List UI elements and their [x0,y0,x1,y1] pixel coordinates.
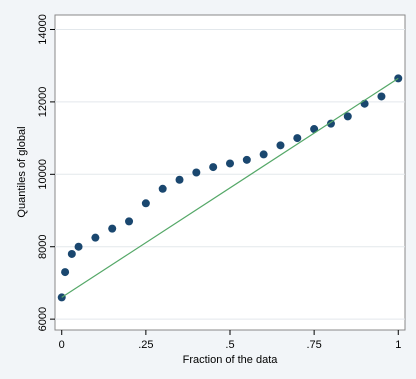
quantile-point [141,199,150,208]
quantile-point [175,175,184,184]
x-tick-label: 1 [395,339,401,351]
quantile-point [74,242,83,251]
reference-line [61,77,399,298]
quantile-point [326,119,335,128]
y-tick-label: 10000 [37,159,49,190]
quantile-point [209,163,218,172]
plot-area [54,14,406,331]
quantile-point [67,249,76,258]
quantile-point [158,184,167,193]
quantile-point [343,112,352,121]
x-tick-label: .25 [138,339,153,351]
quantile-point [259,150,268,159]
x-axis-label: Fraction of the data [183,354,279,366]
quantile-point [293,134,302,143]
quantile-point [310,125,319,134]
y-tick-label: 6000 [37,307,49,331]
quantile-point [377,92,386,101]
y-tick-label: 14000 [37,14,49,45]
y-tick-label: 12000 [37,87,49,118]
x-tick-label: .75 [306,339,321,351]
quantile-point [61,268,70,277]
quantile-point [91,233,100,242]
x-tick-label: .5 [225,339,234,351]
quantile-point [226,159,234,168]
quantile-point [108,224,117,233]
quantile-point [242,155,251,164]
y-tick-label: 8000 [37,234,49,258]
quantile-point [192,168,201,177]
quantile-point [125,217,134,226]
x-tick-label: 0 [59,339,65,351]
y-axis-label: Quantiles of global [16,126,28,217]
quantile-point [276,141,285,150]
